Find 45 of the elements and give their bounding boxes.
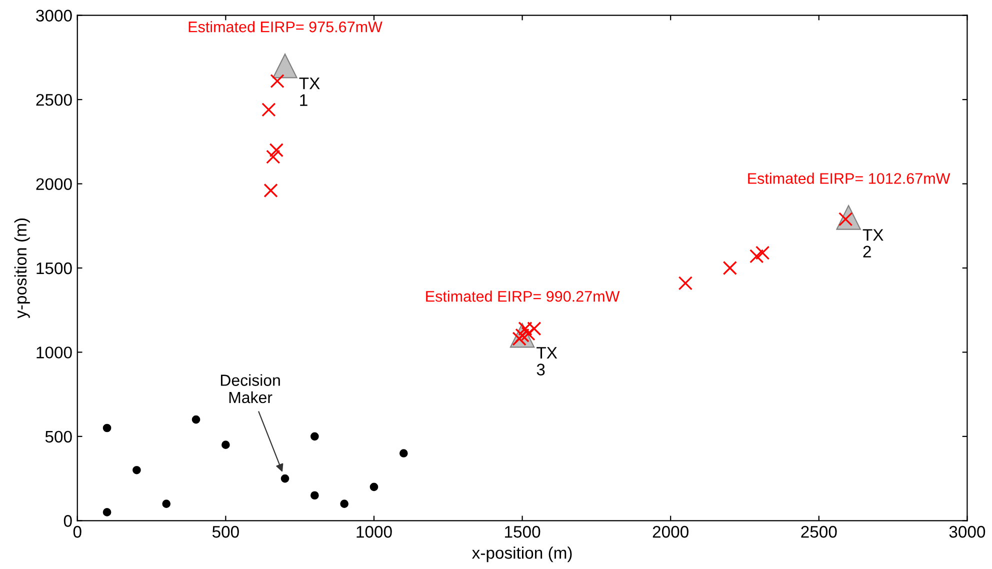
point (722, 260, 737, 276)
point (370, 482, 378, 492)
annotation: Estimated EIRP= 975.67mW (188, 21, 382, 32)
annotation: TX 2 (862, 229, 884, 258)
annotation: Estimated EIRP= 1012.67mW (748, 172, 950, 184)
point (132, 466, 141, 474)
point (264, 183, 278, 198)
point (222, 440, 230, 450)
point (310, 432, 319, 441)
point (750, 249, 764, 264)
point (269, 143, 284, 158)
point (340, 500, 348, 508)
annotation: Estimated EIRP= 990.27mW (426, 290, 620, 302)
point (266, 150, 280, 164)
y-tick-label: 1500 (36, 262, 72, 274)
point (310, 491, 319, 500)
point (262, 102, 276, 117)
x-tick-label: 500 (212, 526, 239, 538)
point (102, 424, 112, 432)
point (399, 449, 408, 458)
x-tick-label: 3000 (949, 526, 986, 538)
y-axis-title: y-position (m) (14, 218, 30, 318)
y-tick-label: 2000 (36, 178, 72, 190)
y-tick-label: 500 (45, 430, 72, 443)
point (102, 508, 112, 516)
x-tick-label: 2500 (801, 526, 837, 538)
point (270, 74, 284, 88)
y-tick-label: 0 (64, 515, 72, 527)
x-tick-label: 1000 (356, 526, 392, 538)
x-tick-label: 1500 (505, 526, 540, 538)
point (280, 474, 290, 483)
y-tick-label: 3000 (36, 10, 72, 22)
point (272, 54, 298, 78)
x-tick-label: 2000 (652, 526, 688, 538)
annotation: TX 3 (536, 347, 558, 376)
x-axis-title: x-position (m) (472, 546, 572, 562)
point (162, 500, 171, 508)
x-tick-label: 0 (73, 526, 82, 538)
annotation: TX 1 (299, 78, 320, 106)
y-tick-label: 1000 (36, 346, 72, 358)
point (192, 415, 200, 424)
point (755, 246, 770, 260)
point (678, 276, 693, 290)
annotation: Decision Maker (220, 374, 280, 404)
y-tick-label: 2500 (36, 94, 72, 106)
